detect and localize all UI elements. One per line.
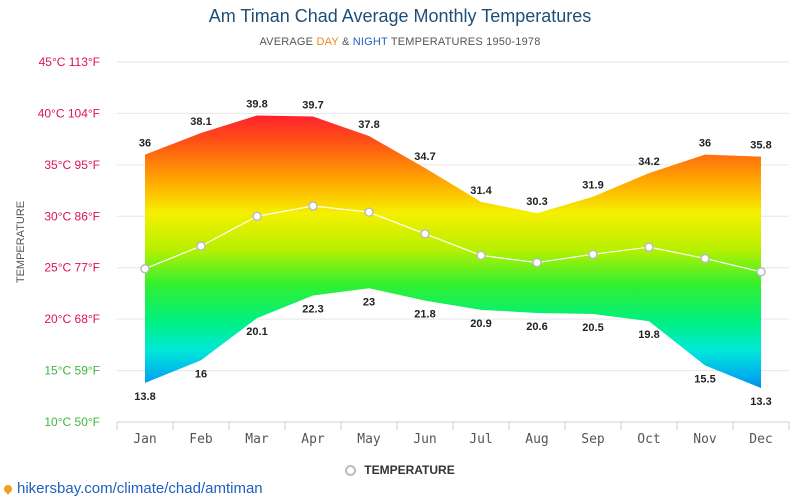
average-point-apr[interactable] [308, 201, 318, 211]
x-tick-label-oct: Oct [637, 432, 660, 447]
night-value-label: 20.9 [470, 318, 491, 330]
x-tick-label-feb: Feb [189, 432, 213, 447]
average-point-sep[interactable] [588, 249, 598, 260]
night-value-label: 13.3 [750, 396, 771, 408]
night-value-label: 22.3 [302, 303, 323, 315]
map-pin-icon [2, 483, 14, 495]
night-value-label: 23 [363, 296, 375, 308]
night-value-label: 20.5 [582, 322, 603, 334]
y-tick-label: 30°C 86°F [44, 209, 100, 223]
night-value-label: 13.8 [134, 391, 155, 403]
y-tick-label: 15°C 59°F [44, 364, 100, 378]
day-value-label: 31.9 [582, 180, 603, 192]
y-tick-label: 40°C 104°F [38, 106, 100, 120]
subtitle-middle: & [338, 36, 353, 48]
x-tick-label-apr: Apr [301, 432, 325, 447]
night-value-label: 20.6 [526, 321, 547, 333]
day-value-label: 38.1 [190, 116, 211, 128]
average-point-jan[interactable] [140, 263, 150, 274]
average-point-aug[interactable] [532, 257, 542, 268]
day-value-label: 31.4 [470, 185, 492, 197]
average-point-jul[interactable] [476, 250, 486, 261]
subtitle-prefix: AVERAGE [259, 36, 317, 48]
temperature-range-area [145, 115, 761, 389]
y-axis-title: TEMPERATURE [15, 201, 27, 283]
chart-subtitle: AVERAGE DAY & NIGHT TEMPERATURES 1950-19… [0, 36, 800, 48]
source-link[interactable]: hikersbay.com/climate/chad/amtiman [2, 480, 263, 497]
y-tick-label: 45°C 113°F [39, 55, 100, 69]
x-tick-label-may: May [357, 432, 381, 447]
day-value-label: 30.3 [526, 196, 547, 208]
legend-marker-icon [345, 465, 357, 477]
day-value-label: 34.2 [638, 156, 659, 168]
day-value-label: 37.8 [358, 119, 379, 131]
x-tick-label-dec: Dec [749, 432, 772, 447]
day-value-label: 34.7 [414, 151, 435, 163]
day-value-label: 36 [699, 138, 711, 150]
legend-label: TEMPERATURE [364, 463, 455, 477]
average-point-dec[interactable] [756, 267, 766, 277]
legend[interactable]: TEMPERATURE [0, 463, 800, 477]
x-tick-label-jun: Jun [413, 432, 436, 447]
day-value-label: 36 [139, 138, 151, 150]
x-tick-label-jul: Jul [469, 432, 492, 447]
chart-title: Am Timan Chad Average Monthly Temperatur… [208, 6, 592, 26]
x-tick-label-jan: Jan [133, 432, 156, 447]
source-text: hikersbay.com/climate/chad/amtiman [17, 480, 263, 497]
y-tick-label: 35°C 95°F [44, 158, 100, 172]
day-value-label: 39.8 [246, 98, 267, 110]
subtitle-suffix: TEMPERATURES 1950-1978 [387, 36, 541, 48]
subtitle-day: DAY [316, 36, 339, 48]
subtitle-night: NIGHT [352, 36, 388, 48]
average-point-oct[interactable] [644, 242, 654, 252]
y-tick-label: 25°C 77°F [44, 261, 100, 275]
x-tick-label-sep: Sep [581, 432, 605, 447]
night-value-label: 20.1 [246, 326, 267, 338]
x-tick-label-aug: Aug [525, 432, 548, 447]
day-value-label: 35.8 [750, 140, 771, 152]
y-tick-label: 20°C 68°F [44, 312, 100, 326]
night-value-label: 15.5 [694, 373, 715, 385]
x-tick-label-mar: Mar [245, 432, 269, 447]
average-point-mar[interactable] [252, 211, 262, 222]
day-value-label: 39.7 [302, 100, 323, 112]
x-tick-label-nov: Nov [693, 432, 717, 447]
average-point-feb[interactable] [196, 241, 206, 251]
y-tick-label: 10°C 50°F [44, 415, 100, 429]
average-point-may[interactable] [364, 207, 374, 217]
average-temperature-line [144, 205, 762, 273]
average-point-nov[interactable] [700, 253, 710, 264]
average-point-jun[interactable] [420, 229, 430, 239]
night-value-label: 19.8 [638, 329, 659, 341]
night-value-label: 21.8 [414, 309, 435, 321]
night-value-label: 16 [195, 368, 207, 380]
